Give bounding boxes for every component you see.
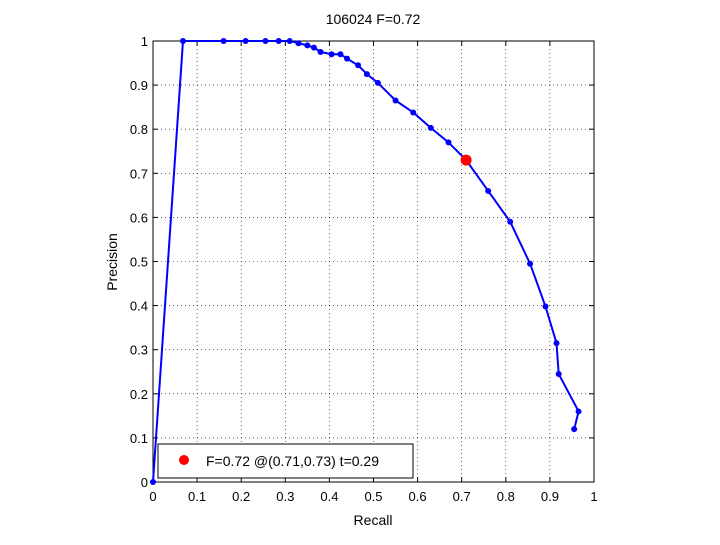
data-point [328,51,335,58]
y-tick-label: 0.5 [130,255,148,270]
data-point [575,408,582,415]
legend-box [157,443,414,479]
data-point [392,97,399,104]
y-tick-label: 0 [141,475,148,490]
data-point [337,51,344,58]
y-tick-label: 0.1 [130,431,148,446]
data-point [317,49,324,56]
y-axis-title: Precision [104,233,120,291]
data-point [374,79,381,86]
y-tick-label: 0.7 [130,166,148,181]
data-point [295,40,302,47]
x-tick-label: 0.7 [453,489,471,504]
data-point [485,187,492,194]
x-tick-label: 0.2 [232,489,250,504]
y-tick-label: 0.3 [130,343,148,358]
chart-title: 106024 F=0.72 [326,11,421,27]
y-tick-label: 0.8 [130,122,148,137]
y-tick-label: 0.4 [130,299,148,314]
x-axis-title: Recall [354,512,393,528]
data-point [344,55,351,62]
data-point [410,109,417,116]
data-point [304,42,311,49]
legend-marker [179,455,189,465]
x-tick-label: 0.3 [276,489,294,504]
legend: F=0.72 @(0.71,0.73) t=0.29 [157,443,414,479]
x-tick-labels: 0 0.1 0.2 0.3 0.4 0.5 0.6 0.7 0.8 0.9 1 [149,489,597,504]
x-tick-label: 0.1 [188,489,206,504]
best-f-marker [460,154,472,166]
x-tick-label: 0.9 [541,489,559,504]
data-point [542,303,549,310]
y-tick-labels: 0 0.1 0.2 0.3 0.4 0.5 0.6 0.7 0.8 0.9 1 [130,34,148,490]
x-tick-label: 0 [149,489,156,504]
data-point [150,479,156,485]
legend-label: F=0.72 @(0.71,0.73) t=0.29 [206,453,379,469]
x-tick-label: 0.4 [320,489,338,504]
x-tick-label: 0.5 [364,489,382,504]
data-point [427,124,434,131]
data-point [275,38,282,44]
data-point [220,38,227,44]
data-point [555,370,562,377]
x-tick-label: 1 [590,489,597,504]
y-tick-label: 1 [141,34,148,49]
y-tick-label: 0.6 [130,210,148,225]
data-point [242,38,249,44]
data-point [363,71,370,78]
data-point [553,340,560,347]
data-point [179,38,186,44]
data-point [527,260,534,267]
grid-lines [153,41,594,482]
series-group [150,38,582,485]
x-tick-label: 0.6 [409,489,427,504]
best-f-marker-group [460,154,472,166]
data-point [507,218,514,225]
data-point [310,44,317,51]
x-tick-label: 0.8 [497,489,515,504]
y-tick-label: 0.2 [130,387,148,402]
data-point [571,426,578,433]
data-point [262,38,269,44]
data-point [355,62,362,69]
data-point [286,38,293,44]
data-point [445,139,452,146]
y-tick-label: 0.9 [130,78,148,93]
